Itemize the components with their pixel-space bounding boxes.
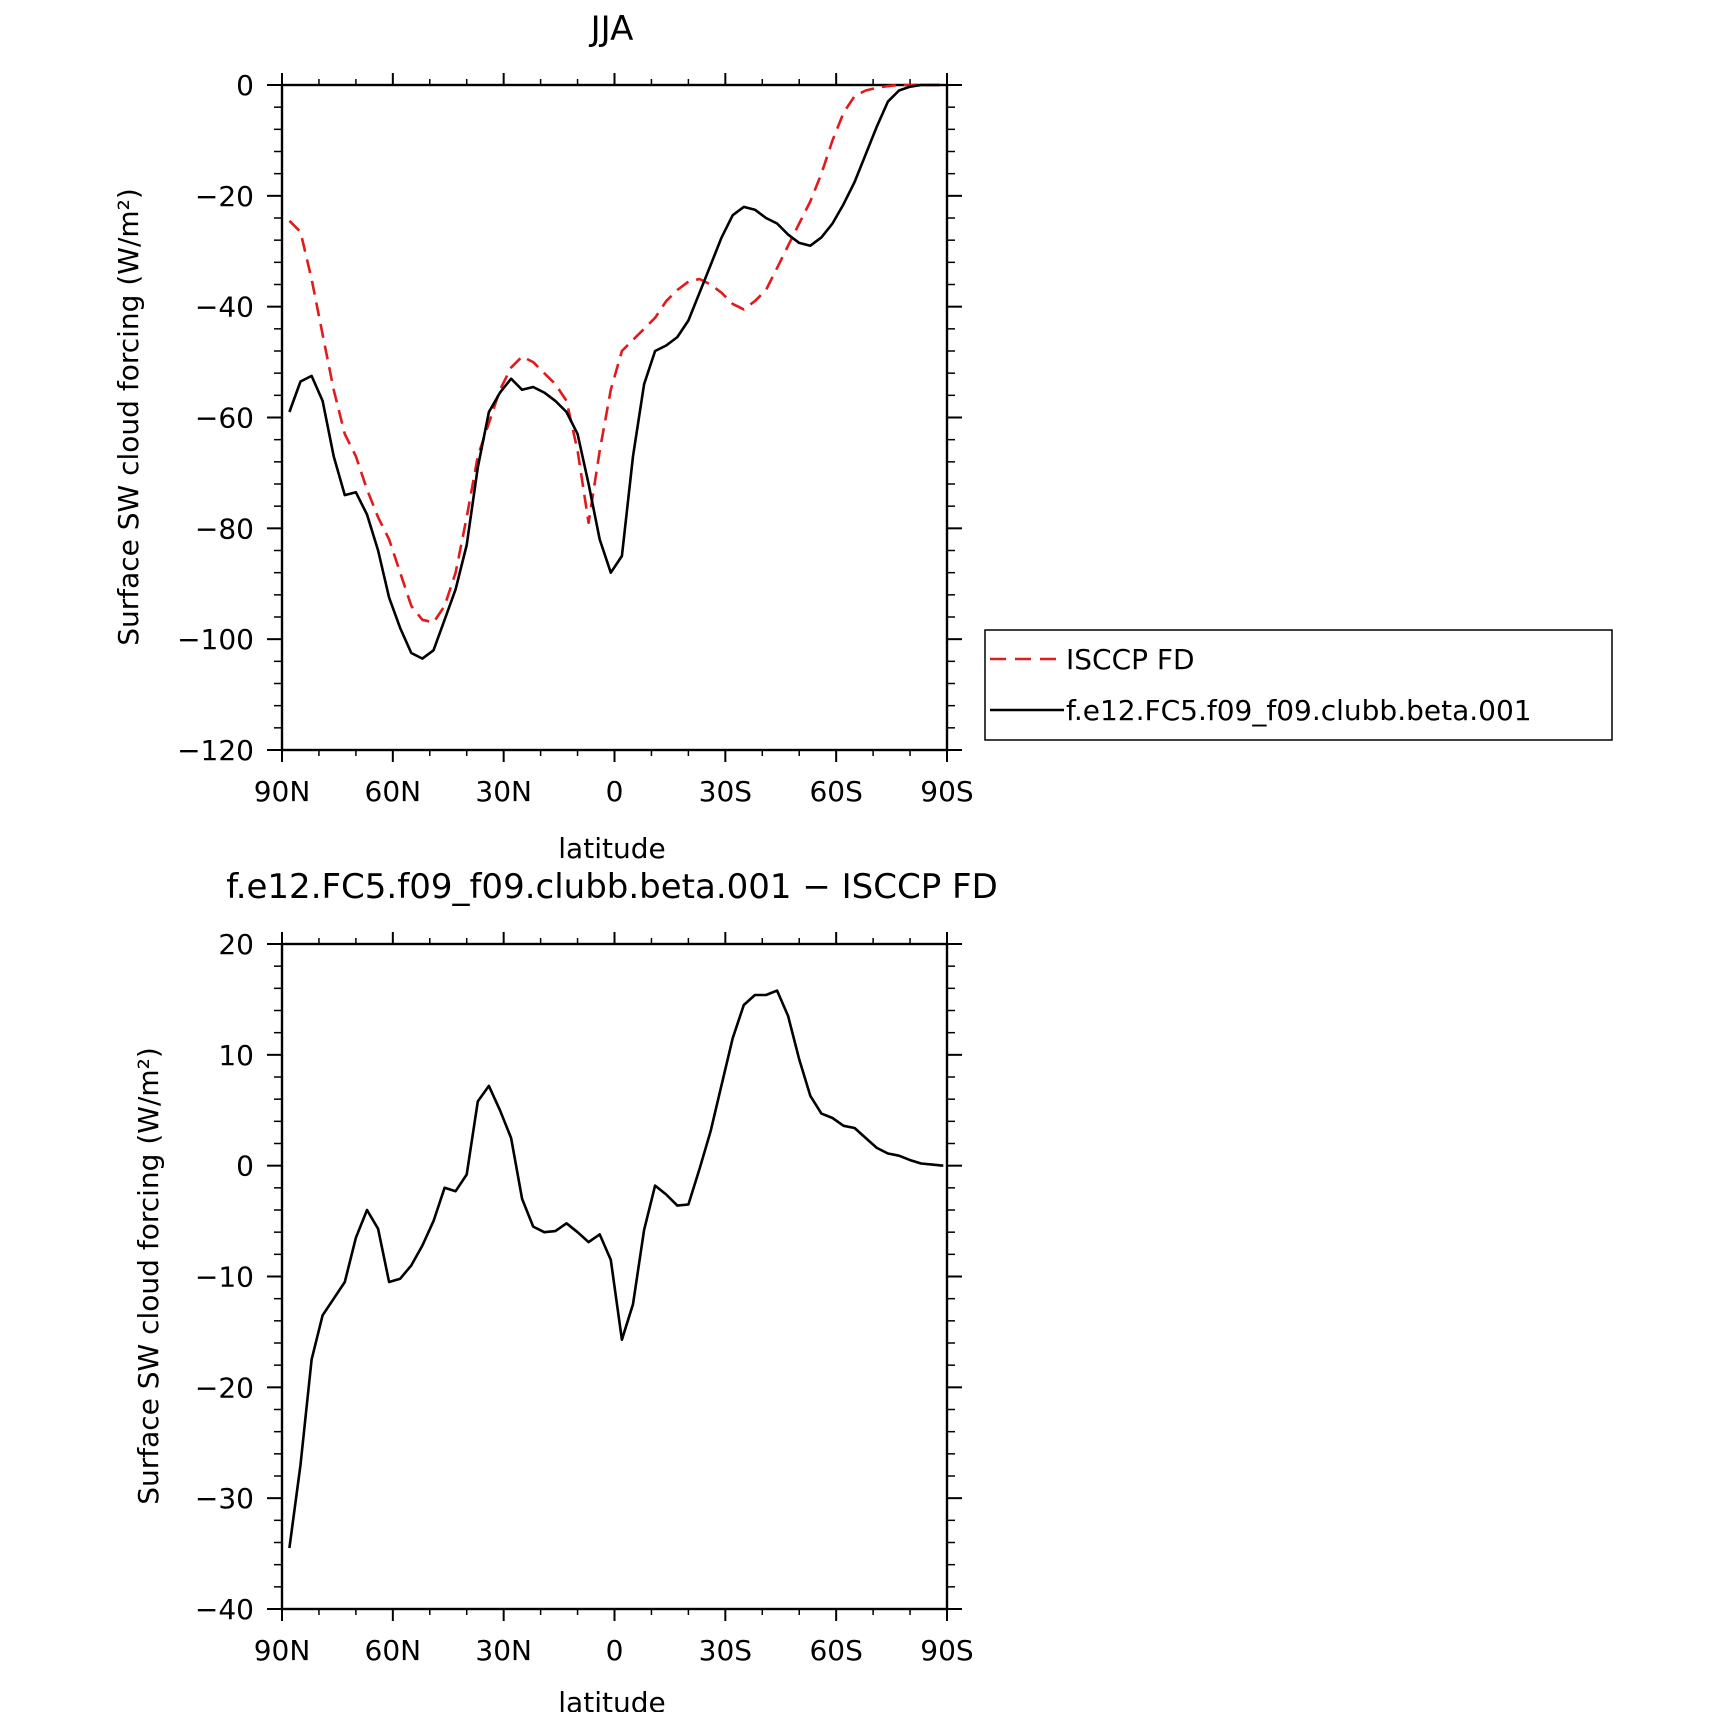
bottom-y-tick-label: −40 bbox=[195, 1593, 254, 1626]
legend-box bbox=[984, 629, 1613, 741]
top-y-tick-label: −20 bbox=[195, 180, 254, 213]
top-series-lines bbox=[288, 83, 940, 660]
bottom-y-tick-label: −20 bbox=[195, 1371, 254, 1404]
top-x-tick-label: 30S bbox=[699, 775, 752, 808]
bottom-y-tick-label: 0 bbox=[236, 1150, 254, 1183]
top-y-tick-label: −40 bbox=[195, 291, 254, 324]
legend-label-model: f.e12.FC5.f09_f09.clubb.beta.001 bbox=[1066, 694, 1532, 727]
top-y-tick-label: −60 bbox=[195, 402, 254, 435]
bottom-plot-frame bbox=[280, 942, 949, 1611]
top-chart: JJA 90N 60N 30N 0 30S 60S 90S 0 −20 −40 −60 −80 −100… bbox=[112, 9, 1613, 865]
bottom-y-tick-label: 20 bbox=[218, 928, 254, 961]
bottom-y-tick-label: −30 bbox=[195, 1482, 254, 1515]
legend: ISCCP FD f.e12.FC5.f09_f09.clubb.beta.00… bbox=[984, 629, 1613, 741]
top-x-tick-label: 90N bbox=[254, 775, 311, 808]
bottom-chart: f.e12.FC5.f09_f09.clubb.beta.001 − ISCCP… bbox=[132, 867, 998, 1712]
top-y-tick-label: −120 bbox=[177, 734, 254, 767]
top-y-tick-label: 0 bbox=[236, 69, 254, 102]
bottom-x-axis-label: latitude bbox=[558, 1686, 665, 1712]
bottom-x-tick-label: 90S bbox=[920, 1634, 973, 1667]
top-y-tick-label: −100 bbox=[177, 623, 254, 656]
top-plot-frame bbox=[280, 83, 949, 752]
top-series-line-1 bbox=[288, 83, 940, 660]
top-y-axis-label: Surface SW cloud forcing (W/m²) bbox=[112, 188, 145, 646]
bottom-x-tick-label: 60N bbox=[365, 1634, 422, 1667]
bottom-x-tick-label: 30S bbox=[699, 1634, 752, 1667]
bottom-x-tick-label: 60S bbox=[809, 1634, 862, 1667]
bottom-y-tick-label: −10 bbox=[195, 1261, 254, 1294]
bottom-axis-ticks: 90N 60N 30N 0 30S 60S 90S 20 10 0 −10 −20 −30 −40 bbox=[195, 928, 974, 1667]
top-axis-ticks: 90N 60N 30N 0 30S 60S 90S 0 −20 −40 −60 −80 −100 −120 bbox=[177, 69, 974, 808]
top-x-tick-label: 0 bbox=[606, 775, 624, 808]
legend-label-isccp: ISCCP FD bbox=[1066, 643, 1195, 676]
bottom-series-line-0 bbox=[288, 989, 944, 1549]
top-chart-title: JJA bbox=[589, 9, 634, 49]
top-series-line-0 bbox=[288, 83, 940, 624]
bottom-x-tick-label: 30N bbox=[475, 1634, 532, 1667]
top-x-tick-label: 60S bbox=[809, 775, 862, 808]
bottom-x-tick-label: 0 bbox=[606, 1634, 624, 1667]
top-x-tick-label: 30N bbox=[475, 775, 532, 808]
bottom-chart-title: f.e12.FC5.f09_f09.clubb.beta.001 − ISCCP… bbox=[226, 867, 998, 907]
top-x-tick-label: 60N bbox=[365, 775, 422, 808]
bottom-y-tick-label: 10 bbox=[218, 1039, 254, 1072]
top-x-axis-label: latitude bbox=[558, 832, 665, 865]
bottom-y-axis-label: Surface SW cloud forcing (W/m²) bbox=[132, 1047, 165, 1505]
top-x-tick-label: 90S bbox=[920, 775, 973, 808]
bottom-series-lines bbox=[288, 989, 944, 1549]
bottom-x-tick-label: 90N bbox=[254, 1634, 311, 1667]
top-y-tick-label: −80 bbox=[195, 512, 254, 545]
